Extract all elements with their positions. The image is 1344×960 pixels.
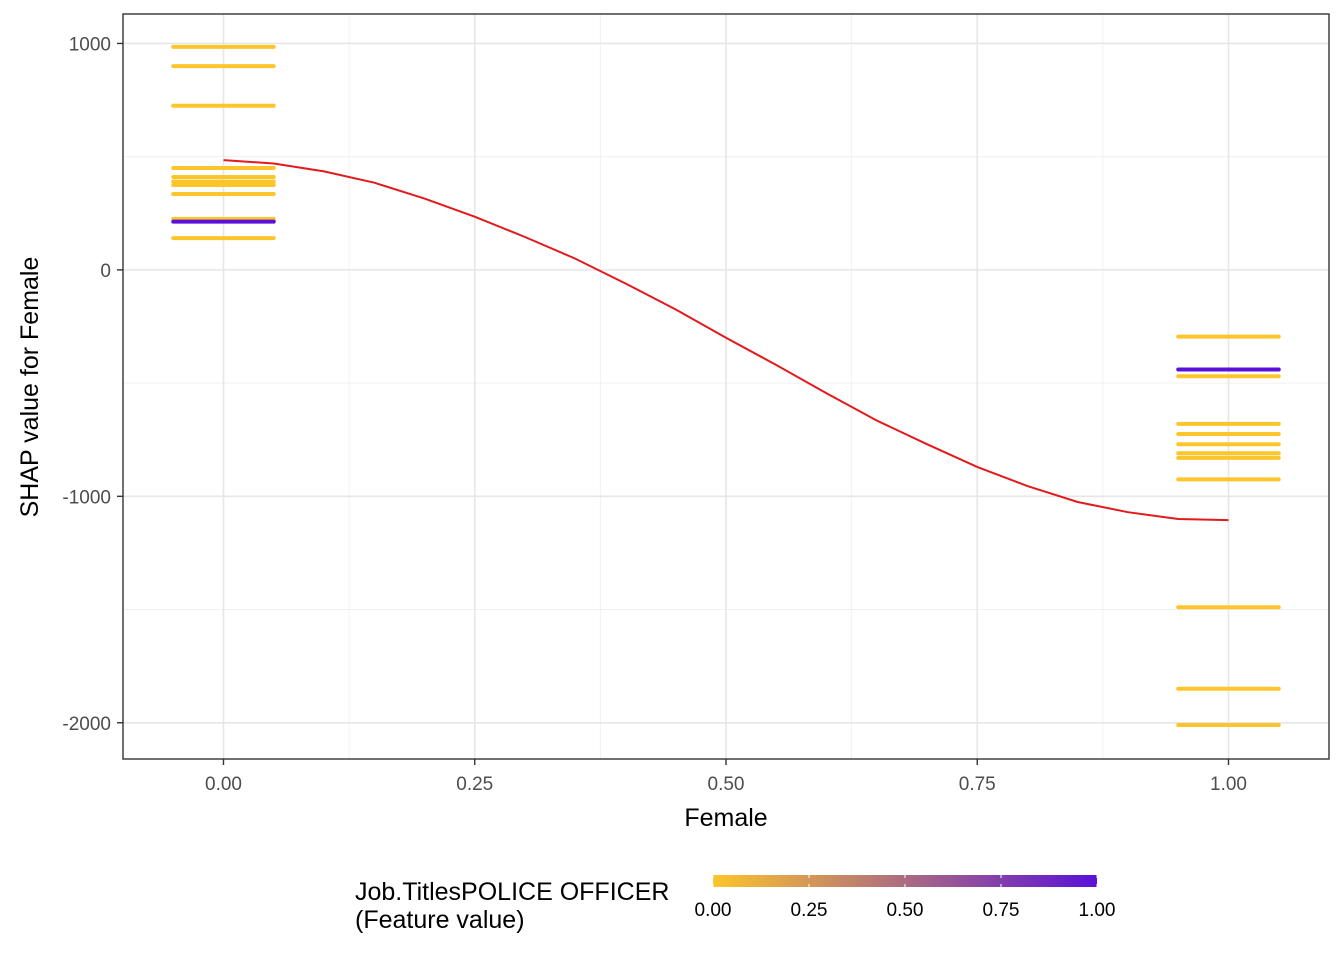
legend-tick-label: 1.00 [1079,900,1116,921]
smoothed-trend-line [223,159,1229,522]
color-legend: Job.TitlesPOLICE OFFICER (Feature value)… [355,875,1115,934]
y-tick-label: 1000 [69,34,111,55]
x-tick-label: 1.00 [1210,774,1247,795]
x-tick-label: 0.75 [959,774,996,795]
legend-ticks: 0.00 0.25 0.50 0.75 1.00 [695,875,1116,921]
shap-points [171,44,1281,728]
legend-tick-label: 0.50 [887,900,924,921]
x-tick-label: 0.00 [205,774,242,795]
x-axis-ticks: 0.00 0.25 0.50 0.75 1.00 [205,759,1247,795]
x-tick-label: 0.25 [456,774,493,795]
legend-tick-label: 0.75 [983,900,1020,921]
y-tick-label: 0 [100,261,111,282]
legend-tick-label: 0.25 [791,900,828,921]
legend-tick-label: 0.00 [695,900,732,921]
y-tick-label: -2000 [62,714,111,735]
legend-title-line2: (Feature value) [355,906,525,934]
y-axis-ticks: 1000 0 -1000 -2000 [62,34,123,735]
x-axis-title: Female [684,804,767,832]
major-gridlines [123,14,1329,759]
x-tick-label: 0.50 [708,774,745,795]
y-tick-label: -1000 [62,487,111,508]
legend-title-line1: Job.TitlesPOLICE OFFICER [355,878,669,906]
y-axis-title: SHAP value for Female [16,257,44,518]
